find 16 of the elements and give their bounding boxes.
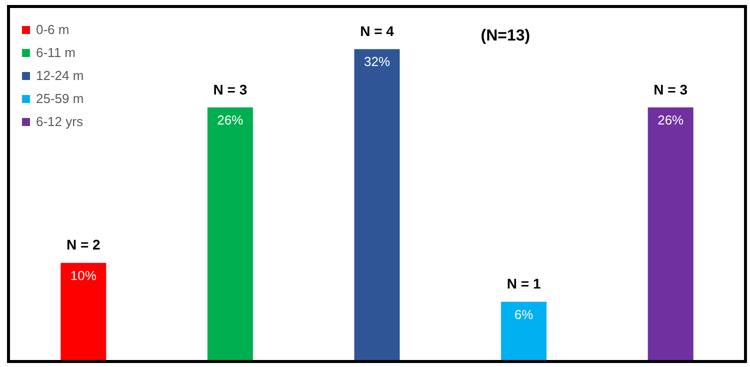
data-label: 6% xyxy=(514,306,534,322)
annotation: N = 3 xyxy=(213,81,248,98)
annotation: N = 1 xyxy=(506,276,541,292)
data-label: 26% xyxy=(658,112,684,128)
data-label: 26% xyxy=(217,112,244,128)
legend-label: 12-24 m xyxy=(36,68,84,83)
annotation: N = 2 xyxy=(66,236,101,253)
data-label: 32% xyxy=(364,54,390,70)
chart-title: (N=13) xyxy=(480,27,530,44)
legend-label: 6-12 yrs xyxy=(36,114,83,129)
legend-label: 25-59 m xyxy=(36,91,84,106)
annotation: N = 4 xyxy=(360,23,394,39)
data-label: 10% xyxy=(70,268,97,283)
legend-label: 6-11 m xyxy=(36,45,76,60)
annotation: N = 3 xyxy=(654,81,688,98)
legend-label: 0-6 m xyxy=(36,22,70,37)
